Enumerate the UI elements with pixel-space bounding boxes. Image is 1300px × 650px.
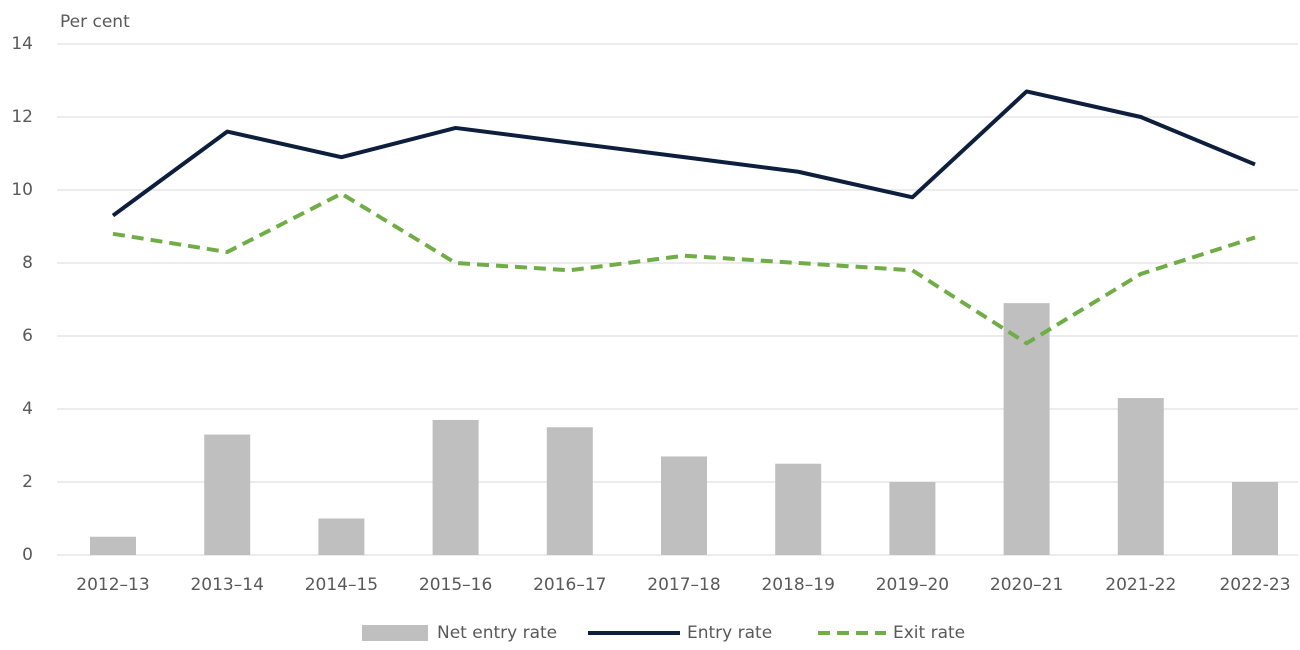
bar — [90, 536, 136, 555]
legend-swatch — [362, 625, 428, 641]
bar — [204, 434, 251, 555]
y-axis-label: Per cent — [60, 12, 130, 32]
line — [112, 191, 1256, 346]
x-tick-label: 2015–16 — [419, 575, 492, 595]
y-tick-label: 6 — [22, 326, 33, 346]
y-tick-label: 2 — [22, 472, 33, 492]
y-tick-label: 4 — [22, 399, 33, 419]
y-tick-label: 12 — [11, 107, 33, 127]
x-tick-label: 2022-23 — [1219, 575, 1290, 595]
y-tick-label: 14 — [11, 34, 33, 54]
x-tick-label: 2018–19 — [761, 575, 834, 595]
bar — [1117, 398, 1164, 555]
bar — [546, 427, 593, 555]
x-tick-label: 2019–20 — [876, 575, 949, 595]
legend-label: Entry rate — [687, 623, 772, 643]
bar — [661, 456, 707, 555]
x-tick-label: 2014–15 — [305, 575, 378, 595]
y-tick-label: 10 — [11, 180, 33, 200]
x-tick-label: 2020–21 — [990, 575, 1063, 595]
x-tick-label: 2021-22 — [1105, 575, 1176, 595]
bar — [318, 518, 365, 555]
line — [111, 89, 1256, 218]
bar — [775, 463, 822, 555]
x-tick-label: 2012–13 — [76, 575, 149, 595]
bar — [432, 419, 479, 555]
y-tick-label: 0 — [22, 545, 33, 565]
y-tick-label: 8 — [22, 253, 33, 273]
bar — [1232, 482, 1278, 555]
legend-label: Exit rate — [893, 623, 965, 643]
x-tick-label: 2016–17 — [533, 575, 606, 595]
bar — [889, 482, 936, 555]
legend-label: Net entry rate — [437, 623, 557, 643]
x-tick-label: 2017–18 — [647, 575, 720, 595]
x-tick-label: 2013–14 — [190, 575, 263, 595]
